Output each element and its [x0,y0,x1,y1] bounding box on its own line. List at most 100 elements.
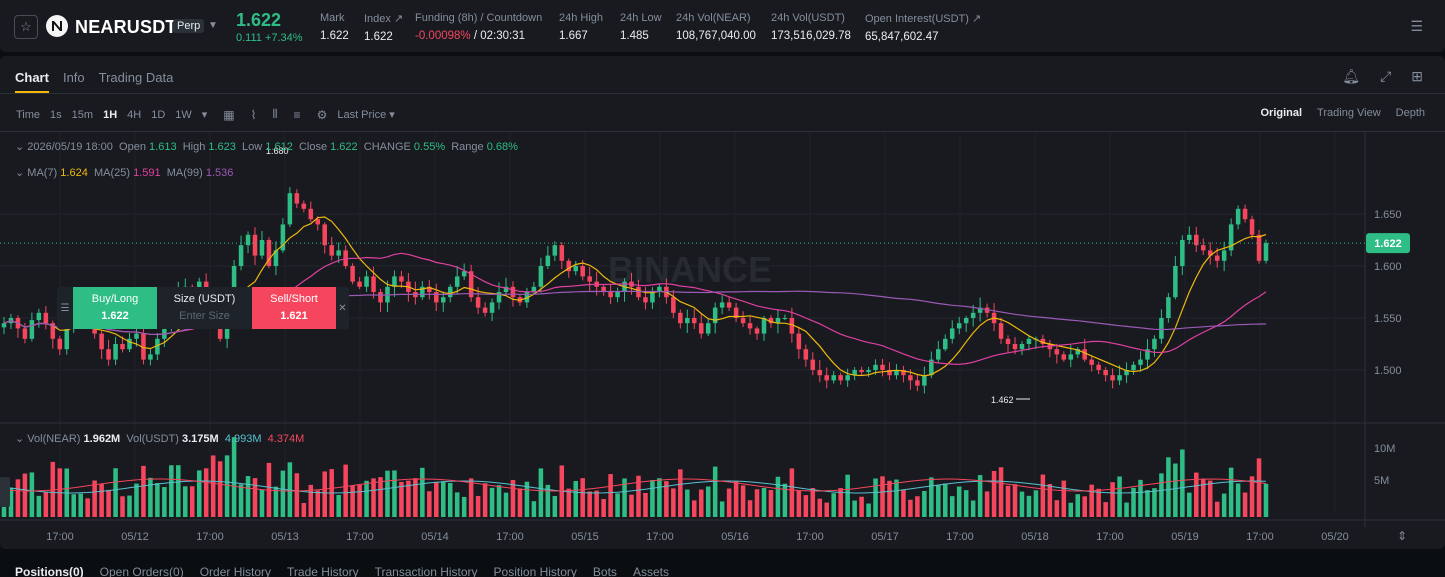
favorite-star-icon[interactable]: ☆ [14,15,38,39]
candle-body [859,370,864,373]
expand-icon[interactable]: ⤢ [1380,68,1392,84]
ma7-label: MA(7) [27,167,58,179]
stat-24h-high: 24h High 1.667 [559,12,603,42]
volume-bar [1159,473,1164,517]
volume-bar [176,465,181,517]
chart-actions: 🔔︎ ⤢ ⊞ [1342,68,1423,85]
tab-info[interactable]: Info [62,70,85,85]
stat-index[interactable]: Index ↗ 1.622 [364,12,403,43]
candlestick-chart[interactable]: 17:00 05/12 17:00 05/13 17:00 05/14 17:00 05/15… [0,132,1445,549]
gear-icon[interactable]: ⚙ [316,107,328,122]
bell-icon[interactable]: 🔔︎ [1342,68,1361,84]
settings-list-icon[interactable]: ≡ [293,107,301,122]
close-icon[interactable]: ✕ [338,302,347,314]
tab-trade-history[interactable]: Trade History [287,565,359,577]
volume-bar [977,475,983,517]
drag-handle-icon[interactable]: ☰ [60,302,70,314]
volume-bar [894,479,899,517]
candle-body [956,323,962,329]
interval-4h[interactable]: 4H [127,108,142,121]
x-tick-label: 17:00 [346,531,374,543]
interval-dropdown-icon[interactable]: ▾ [201,109,208,121]
collapse-icon[interactable]: ⌄ [15,167,25,179]
volume-bar [1263,483,1269,517]
candle-body [650,292,655,303]
tab-position-history[interactable]: Position History [493,565,577,577]
vol-usdt-label: Vol(USDT) [126,433,179,445]
candle-body [580,266,585,277]
candle-body [915,380,920,386]
tab-open-orders[interactable]: Open Orders(0) [99,565,184,577]
chart-panel: Chart Info Trading Data 🔔︎ ⤢ ⊞ Time 1s 1… [0,56,1445,549]
volume-bar [1138,479,1143,517]
tab-chart[interactable]: Chart [15,70,49,93]
candle-body [1152,338,1157,350]
x-tick-label: 17:00 [496,531,524,543]
volume-bar [155,483,160,517]
candle-body [245,234,251,246]
interval-1d[interactable]: 1D [151,108,166,121]
x-tick-label: 17:00 [196,531,224,543]
indicator-icon[interactable]: ⌇ [250,107,257,122]
volume-bar [1180,449,1185,517]
candle-body [573,266,579,272]
calendar-icon[interactable]: ▦ [223,107,235,122]
candle-body [768,318,774,324]
tab-trading-data[interactable]: Trading Data [98,70,174,85]
interval-15m[interactable]: 15m [71,108,94,121]
interval-1h[interactable]: 1H [103,108,118,121]
candle-body [1124,370,1129,376]
volume-bar [1235,483,1241,517]
view-tradingview[interactable]: Trading View [1317,107,1381,119]
buy-long-button[interactable]: Buy/Long 1.622 [73,287,157,329]
layout-icon[interactable]: ⊞ [1411,68,1423,84]
candle-body [315,219,321,225]
tab-bots[interactable]: Bots [592,565,617,577]
candle-body [1026,338,1032,344]
candle-body [440,297,446,303]
candle-body [678,312,683,324]
volume-bar [1110,482,1115,517]
volume-ma-line [3,478,1267,492]
interval-1s[interactable]: 1s [50,108,62,121]
candle-body [1173,266,1178,298]
volume-bar [475,495,481,517]
tab-order-history[interactable]: Order History [199,565,272,577]
candle-body [1263,243,1269,261]
candle-body [559,245,565,261]
volume-bar [803,495,809,517]
candle-type-icon[interactable]: ⫴ [272,107,278,121]
symbol-name[interactable]: NEARUSDT [75,17,177,37]
candle-body [845,375,850,381]
stat-label: 24h High [559,12,604,24]
collapse-icon[interactable]: ⌄ [15,141,25,153]
interval-1w[interactable]: 1W [175,108,192,121]
tab-positions[interactable]: Positions(0) [15,565,84,577]
size-field[interactable]: Size (USDT) Enter Size [157,287,252,329]
tab-assets[interactable]: Assets [632,565,669,577]
volume-bar [120,496,125,517]
volume-bar [1082,496,1087,517]
more-menu-icon[interactable]: ☰ [1410,18,1423,34]
candle-date: 2026/05/19 18:00 [27,141,113,153]
collapse-icon[interactable]: ⌄ [15,433,25,445]
candle-body [399,276,404,282]
volume-bar [1033,490,1039,517]
view-original[interactable]: Original [1260,107,1303,119]
volume-bar [1068,502,1074,517]
candle-body [1187,234,1192,240]
stat-24h-low: 24h Low 1.485 [620,12,662,42]
time-label[interactable]: Time [16,108,41,121]
stat-open-interest[interactable]: Open Interest(USDT) ↗ 65,847,602.47 [865,12,981,43]
sell-short-button[interactable]: Sell/Short 1.621 [252,287,336,329]
price-type-select[interactable]: Last Price ▾ [337,109,395,121]
volume-bar [1075,494,1081,517]
candle-body [120,344,125,350]
view-depth[interactable]: Depth [1395,107,1425,119]
candle-body [1103,370,1108,376]
candle-body [1166,297,1171,318]
chevron-down-icon[interactable]: ▼ [208,20,218,31]
sell-label: Sell/Short [270,293,318,305]
candle-body [1,323,7,328]
tab-transaction-history[interactable]: Transaction History [374,565,478,577]
